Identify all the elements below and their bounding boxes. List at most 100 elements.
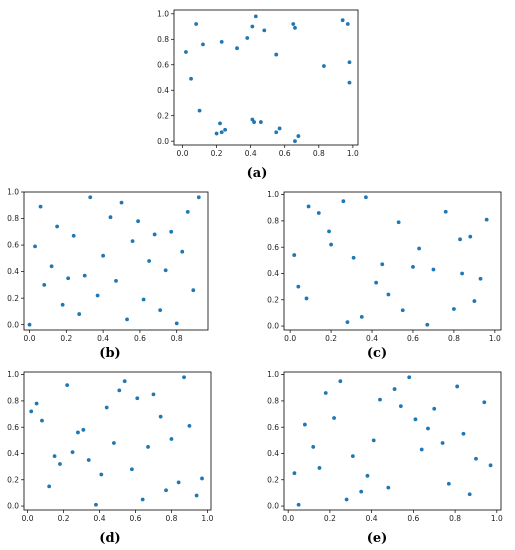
y-tick-label: 1.0 (7, 188, 19, 197)
data-point (182, 375, 186, 380)
y-tick-label: 0.0 (267, 322, 279, 331)
panel-e: 0.0 0.2 0.4 0.6 0.8 1.0 0.0 0.2 0.4 0.6 0.8 1.0 (e) (267, 370, 503, 546)
data-point (250, 24, 255, 29)
data-point (359, 489, 364, 494)
panel-caption: (d) (99, 531, 120, 546)
data-point (201, 42, 205, 47)
data-point (344, 497, 349, 502)
panel-caption: (a) (247, 166, 268, 181)
data-point (472, 299, 477, 303)
data-point (104, 405, 109, 410)
data-point (291, 22, 296, 26)
y-tick-label: 0.2 (7, 475, 19, 484)
data-point (88, 195, 93, 200)
plot-frame (283, 191, 502, 331)
y-tick-label: 0.0 (157, 137, 169, 146)
data-point (440, 441, 445, 445)
data-point (323, 391, 328, 395)
data-point (431, 267, 436, 272)
data-point (425, 322, 430, 327)
data-point (374, 280, 379, 285)
data-point (363, 195, 368, 200)
data-point (452, 307, 456, 311)
data-point (340, 18, 345, 23)
data-point (277, 126, 282, 131)
data-point (426, 426, 430, 431)
y-tick-label: 0.4 (267, 449, 279, 458)
data-point (29, 409, 34, 414)
data-point (141, 297, 146, 302)
data-point (378, 397, 382, 402)
data-point (164, 488, 168, 493)
x-tick-label: 0.6 (130, 514, 142, 523)
y-tick-label: 0.0 (267, 502, 279, 511)
x-tick-label: 1.0 (491, 514, 503, 523)
data-point (169, 437, 174, 441)
data-point (52, 454, 57, 459)
x-tick-label: 0.6 (407, 514, 419, 523)
data-point (386, 292, 391, 297)
data-point (488, 463, 493, 468)
x-tick-label: 0.6 (134, 334, 146, 343)
data-point (197, 108, 202, 113)
data-point (163, 268, 168, 273)
data-point (71, 233, 76, 238)
data-point (365, 473, 370, 478)
data-point (345, 320, 350, 325)
data-point (135, 396, 140, 401)
data-point (262, 28, 267, 33)
data-point (460, 271, 465, 276)
panel-d: 0.0 0.2 0.4 0.6 0.8 1.0 0.0 0.2 0.4 0.6 0.8 1.0 (d) (7, 370, 214, 546)
data-point (474, 456, 478, 461)
data-point (317, 466, 322, 470)
data-point (42, 282, 47, 287)
data-point (114, 279, 118, 283)
data-point (338, 379, 343, 384)
x-tick-label: 0.4 (94, 514, 106, 523)
data-point (432, 406, 437, 411)
x-tick-label: 0.0 (177, 149, 189, 158)
data-point (455, 384, 460, 389)
data-point (33, 244, 37, 249)
data-point (311, 445, 316, 449)
y-tick-label: 1.0 (267, 370, 279, 379)
data-point (112, 441, 116, 445)
data-point (49, 264, 54, 269)
data-point (327, 229, 331, 234)
data-point (125, 317, 129, 322)
data-point (38, 204, 43, 209)
data-point (245, 36, 250, 40)
data-point (152, 232, 157, 237)
y-tick-label: 0.4 (157, 86, 169, 95)
data-point (158, 414, 163, 419)
panel-caption: (b) (99, 346, 120, 361)
data-point (443, 209, 448, 214)
data-point (119, 200, 124, 205)
x-tick-label: 0.0 (282, 514, 294, 523)
data-point (293, 25, 297, 30)
data-point (468, 234, 473, 239)
x-tick-label: 0.4 (97, 334, 109, 343)
data-point (147, 259, 152, 263)
data-point (187, 423, 192, 428)
data-point (185, 210, 190, 214)
data-point (258, 120, 263, 124)
data-point (417, 246, 422, 251)
data-point (296, 134, 301, 138)
y-tick-label: 0.0 (7, 320, 19, 329)
data-point (223, 127, 228, 132)
panel-caption: (c) (367, 346, 387, 361)
data-point (292, 253, 297, 257)
data-point (130, 239, 135, 243)
data-point (184, 50, 188, 54)
data-point (359, 314, 364, 319)
data-point (482, 400, 487, 405)
y-tick-label: 0.6 (7, 423, 19, 432)
data-point (94, 502, 98, 507)
data-point (101, 253, 106, 258)
data-point (176, 480, 181, 485)
x-tick-label: 0.2 (211, 149, 223, 158)
x-tick-label: 1.0 (201, 514, 213, 523)
data-point (194, 22, 199, 26)
